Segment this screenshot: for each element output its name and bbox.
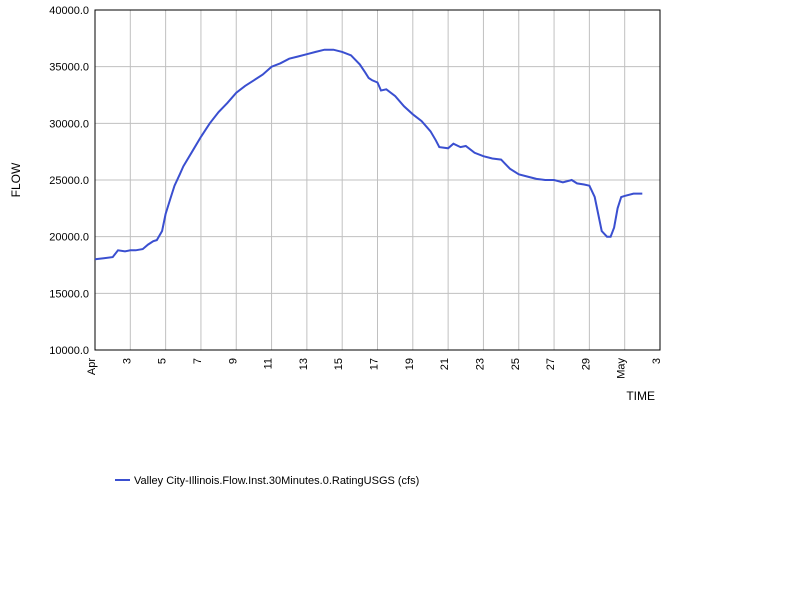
xtick-label: 29 xyxy=(580,358,592,370)
x-axis-label: TIME xyxy=(626,389,655,403)
xtick-label: 3 xyxy=(651,358,663,364)
legend-label: Valley City-Illinois.Flow.Inst.30Minutes… xyxy=(134,475,419,487)
xtick-label: 23 xyxy=(474,358,486,370)
ytick-label: 10000.0 xyxy=(49,345,89,357)
xtick-label: 15 xyxy=(333,358,345,370)
xtick-label: 7 xyxy=(192,358,204,364)
xtick-label: 3 xyxy=(121,358,133,364)
xtick-label: 17 xyxy=(369,358,381,370)
ytick-label: 15000.0 xyxy=(49,288,89,300)
xtick-label: 19 xyxy=(404,358,416,370)
ytick-label: 20000.0 xyxy=(49,232,89,244)
xtick-label: 5 xyxy=(157,358,169,364)
xtick-label: 11 xyxy=(263,358,275,369)
xtick-label: 27 xyxy=(545,358,557,370)
xtick-label: Apr xyxy=(86,358,98,375)
xtick-label: 13 xyxy=(298,358,310,370)
series-line xyxy=(95,50,642,260)
xtick-label: 21 xyxy=(439,358,451,370)
ytick-label: 35000.0 xyxy=(49,62,89,74)
xtick-label: 25 xyxy=(510,358,522,370)
ytick-label: 40000.0 xyxy=(49,5,89,17)
ytick-label: 25000.0 xyxy=(49,175,89,187)
y-axis-label: FLOW xyxy=(9,162,23,197)
flow-chart: 10000.0 15000.0 20000.0 25000.0 30000.0 35000… xyxy=(0,0,800,600)
xtick-label: 9 xyxy=(227,358,239,364)
ytick-label: 30000.0 xyxy=(49,118,89,130)
chart-container: 10000.0 15000.0 20000.0 25000.0 30000.0 35000… xyxy=(0,0,800,600)
xtick-label: May xyxy=(616,358,628,379)
